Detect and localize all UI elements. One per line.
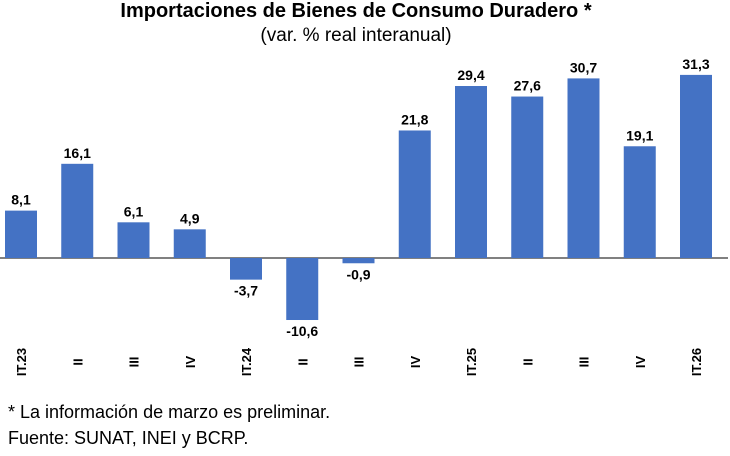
bar: [5, 210, 37, 258]
data-label: 21,8: [401, 111, 428, 127]
data-label: 31,3: [682, 56, 709, 72]
category-label: IT.26: [689, 348, 704, 376]
data-label: 27,6: [514, 78, 541, 94]
bar: [286, 258, 319, 321]
data-label: 6,1: [124, 203, 144, 219]
data-label: 30,7: [570, 59, 597, 75]
footnote-preliminary: * La información de marzo es preliminar.: [8, 402, 331, 422]
category-label: II: [295, 358, 310, 365]
category-label: IT.24: [239, 347, 254, 376]
category-label: III: [127, 357, 142, 368]
category-label: IT.23: [14, 348, 29, 376]
data-label: -0,9: [346, 266, 370, 282]
bar: [567, 78, 600, 258]
data-label: 8,1: [11, 192, 31, 208]
chart-subtitle: (var. % real interanual): [260, 25, 452, 46]
category-label: II: [520, 358, 535, 365]
chart-title: Importaciones de Bienes de Consumo Durad…: [120, 0, 592, 22]
data-label: 16,1: [64, 145, 91, 161]
bar: [511, 96, 544, 258]
data-label: 19,1: [626, 127, 653, 143]
data-label: 4,9: [180, 210, 200, 226]
bar: [342, 258, 375, 264]
category-label: III: [352, 357, 367, 368]
bar: [173, 229, 206, 258]
plot-area: 8,1 IT.23 16,1 II 6,1 III 4,9 IV -3,7 IT.24 -10,6 I…: [0, 56, 728, 376]
data-label: 29,4: [457, 67, 484, 83]
bar: [230, 258, 262, 280]
category-label: IV: [408, 356, 423, 369]
data-label: -10,6: [286, 323, 318, 339]
bar: [398, 130, 431, 258]
bar: [117, 222, 150, 258]
category-label: IV: [183, 356, 198, 369]
category-label: IV: [633, 356, 648, 369]
bar: [680, 74, 712, 259]
category-label: IT.25: [464, 348, 479, 376]
data-label: -3,7: [234, 283, 258, 299]
bar: [61, 163, 94, 258]
bar: [623, 146, 656, 258]
bar: [455, 86, 487, 258]
footnote-source: Fuente: SUNAT, INEI y BCRP.: [8, 428, 249, 448]
category-label: II: [70, 358, 85, 365]
category-label: III: [577, 357, 592, 368]
